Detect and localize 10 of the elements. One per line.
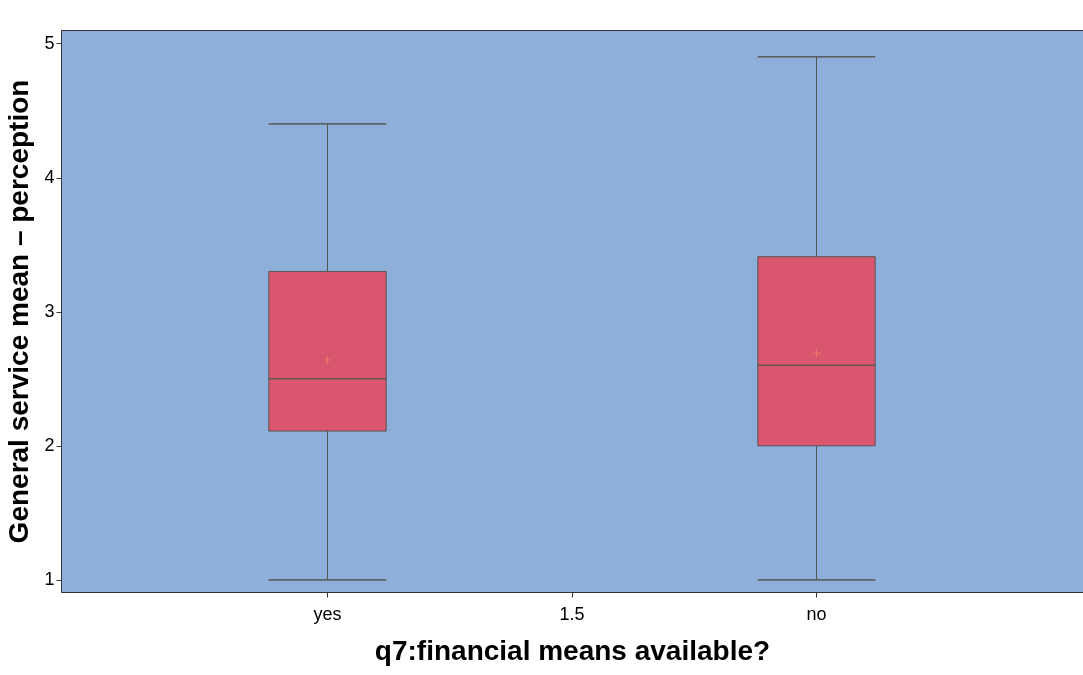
x-tick-label: yes	[313, 603, 342, 624]
y-tick-label: 2	[44, 435, 55, 456]
y-tick-label: 3	[44, 301, 55, 322]
x-axis-title: q7:financial means available?	[374, 634, 771, 666]
x-tick-label: no	[806, 603, 827, 624]
y-tick-label: 1	[44, 569, 55, 590]
y-tick-label: 5	[44, 32, 55, 53]
y-axis-title: General service mean – perception	[3, 79, 35, 544]
y-tick-label: 4	[44, 167, 55, 188]
x-tick-label: 1.5	[559, 603, 585, 624]
